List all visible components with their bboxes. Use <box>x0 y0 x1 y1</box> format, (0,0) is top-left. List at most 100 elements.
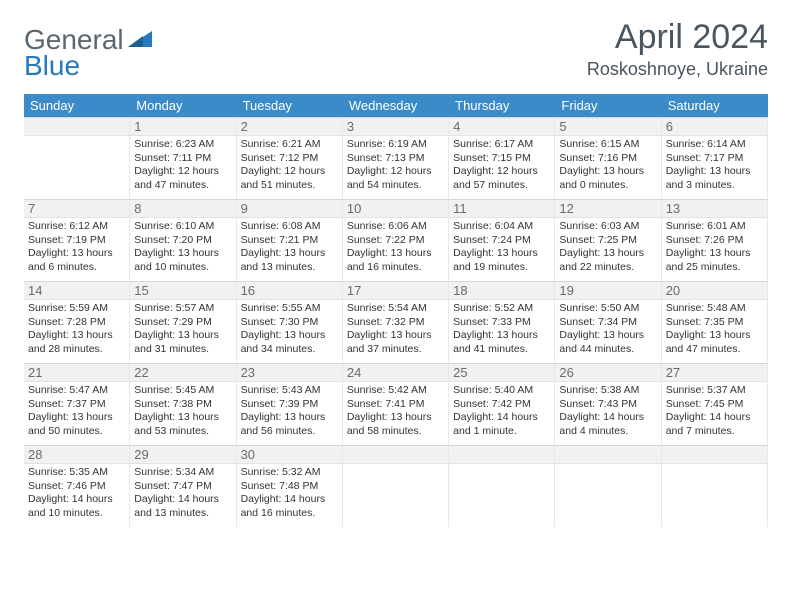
daylight-text-2: and 22 minutes. <box>559 261 656 275</box>
sunrise-text: Sunrise: 6:06 AM <box>347 220 444 234</box>
sunset-text: Sunset: 7:41 PM <box>347 398 444 412</box>
day-number: 30 <box>237 446 342 464</box>
sunset-text: Sunset: 7:21 PM <box>241 234 338 248</box>
day-number: 9 <box>237 200 342 218</box>
calendar-cell: 22Sunrise: 5:45 AMSunset: 7:38 PMDayligh… <box>130 363 236 445</box>
calendar-cell: 16Sunrise: 5:55 AMSunset: 7:30 PMDayligh… <box>237 281 343 363</box>
day-number: 22 <box>130 364 235 382</box>
daylight-text-2: and 25 minutes. <box>666 261 763 275</box>
day-number: 21 <box>24 364 129 382</box>
daylight-text-2: and 53 minutes. <box>134 425 231 439</box>
calendar-cell: 17Sunrise: 5:54 AMSunset: 7:32 PMDayligh… <box>343 281 449 363</box>
day-number: 19 <box>555 282 660 300</box>
daylight-text-2: and 57 minutes. <box>453 179 550 193</box>
daylight-text-1: Daylight: 13 hours <box>453 329 550 343</box>
sunrise-text: Sunrise: 6:10 AM <box>134 220 231 234</box>
sunset-text: Sunset: 7:43 PM <box>559 398 656 412</box>
calendar-cell: 27Sunrise: 5:37 AMSunset: 7:45 PMDayligh… <box>662 363 768 445</box>
sunset-text: Sunset: 7:34 PM <box>559 316 656 330</box>
daylight-text-1: Daylight: 13 hours <box>28 247 125 261</box>
daylight-text-2: and 28 minutes. <box>28 343 125 357</box>
calendar-cell-empty <box>343 445 449 527</box>
day-number: 17 <box>343 282 448 300</box>
daylight-text-2: and 16 minutes. <box>347 261 444 275</box>
calendar-cell: 1Sunrise: 6:23 AMSunset: 7:11 PMDaylight… <box>130 117 236 199</box>
day-number: 5 <box>555 118 660 136</box>
daylight-text-1: Daylight: 13 hours <box>666 165 763 179</box>
title-location: Roskoshnoye, Ukraine <box>587 59 768 80</box>
sunrise-text: Sunrise: 6:08 AM <box>241 220 338 234</box>
daylight-text-1: Daylight: 13 hours <box>453 247 550 261</box>
sunset-text: Sunset: 7:15 PM <box>453 152 550 166</box>
daylight-text-1: Daylight: 13 hours <box>134 329 231 343</box>
daylight-text-1: Daylight: 14 hours <box>28 493 125 507</box>
day-header: Wednesday <box>343 94 449 117</box>
sunset-text: Sunset: 7:16 PM <box>559 152 656 166</box>
daylight-text-1: Daylight: 14 hours <box>134 493 231 507</box>
day-number: 18 <box>449 282 554 300</box>
sunset-text: Sunset: 7:45 PM <box>666 398 763 412</box>
sunrise-text: Sunrise: 6:03 AM <box>559 220 656 234</box>
sunset-text: Sunset: 7:48 PM <box>241 480 338 494</box>
calendar-cell: 12Sunrise: 6:03 AMSunset: 7:25 PMDayligh… <box>555 199 661 281</box>
daylight-text-1: Daylight: 14 hours <box>559 411 656 425</box>
calendar-cell: 11Sunrise: 6:04 AMSunset: 7:24 PMDayligh… <box>449 199 555 281</box>
daylight-text-1: Daylight: 13 hours <box>28 411 125 425</box>
daylight-text-1: Daylight: 13 hours <box>347 411 444 425</box>
sunrise-text: Sunrise: 5:38 AM <box>559 384 656 398</box>
calendar-cell: 29 Sunrise: 5:34 AMSunset: 7:47 PMDayligh… <box>130 445 236 527</box>
sunset-text: Sunset: 7:35 PM <box>666 316 763 330</box>
daylight-text-2: and 6 minutes. <box>28 261 125 275</box>
daylight-text-1: Daylight: 13 hours <box>559 329 656 343</box>
logo-triangle-icon <box>128 24 154 56</box>
day-header: Tuesday <box>237 94 343 117</box>
daylight-text-2: and 10 minutes. <box>134 261 231 275</box>
daylight-text-2: and 31 minutes. <box>134 343 231 357</box>
sunset-text: Sunset: 7:47 PM <box>134 480 231 494</box>
sunset-text: Sunset: 7:12 PM <box>241 152 338 166</box>
daylight-text-1: Daylight: 13 hours <box>666 329 763 343</box>
sunset-text: Sunset: 7:13 PM <box>347 152 444 166</box>
sunset-text: Sunset: 7:37 PM <box>28 398 125 412</box>
daylight-text-1: Daylight: 14 hours <box>666 411 763 425</box>
day-number: 10 <box>343 200 448 218</box>
day-number: 7 <box>24 200 129 218</box>
day-number: 11 <box>449 200 554 218</box>
sunset-text: Sunset: 7:46 PM <box>28 480 125 494</box>
calendar-cell: 7Sunrise: 6:12 AMSunset: 7:19 PMDaylight… <box>24 199 130 281</box>
calendar-cell: 5Sunrise: 6:15 AMSunset: 7:16 PMDaylight… <box>555 117 661 199</box>
sunrise-text: Sunrise: 5:55 AM <box>241 302 338 316</box>
daylight-text-2: and 13 minutes. <box>241 261 338 275</box>
daylight-text-1: Daylight: 13 hours <box>559 165 656 179</box>
sunset-text: Sunset: 7:42 PM <box>453 398 550 412</box>
day-number: 20 <box>662 282 767 300</box>
daylight-text-2: and 10 minutes. <box>28 507 125 521</box>
day-number: 1 <box>130 118 235 136</box>
day-number: 29 <box>130 446 235 464</box>
sunrise-text: Sunrise: 5:34 AM <box>134 466 231 480</box>
daylight-text-1: Daylight: 13 hours <box>241 247 338 261</box>
sunrise-text: Sunrise: 6:04 AM <box>453 220 550 234</box>
sunrise-text: Sunrise: 6:19 AM <box>347 138 444 152</box>
calendar-cell: 15Sunrise: 5:57 AMSunset: 7:29 PMDayligh… <box>130 281 236 363</box>
sunrise-text: Sunrise: 5:42 AM <box>347 384 444 398</box>
sunset-text: Sunset: 7:28 PM <box>28 316 125 330</box>
sunrise-text: Sunrise: 5:40 AM <box>453 384 550 398</box>
sunset-text: Sunset: 7:26 PM <box>666 234 763 248</box>
daylight-text-2: and 50 minutes. <box>28 425 125 439</box>
sunset-text: Sunset: 7:11 PM <box>134 152 231 166</box>
daylight-text-2: and 56 minutes. <box>241 425 338 439</box>
calendar-cell: 30Sunrise: 5:32 AMSunset: 7:48 PMDayligh… <box>237 445 343 527</box>
title-month: April 2024 <box>587 18 768 57</box>
daylight-text-1: Daylight: 13 hours <box>134 247 231 261</box>
sunset-text: Sunset: 7:25 PM <box>559 234 656 248</box>
day-number: 25 <box>449 364 554 382</box>
daylight-text-2: and 41 minutes. <box>453 343 550 357</box>
calendar-cell: 8Sunrise: 6:10 AMSunset: 7:20 PMDaylight… <box>130 199 236 281</box>
day-number: 6 <box>662 118 767 136</box>
sunrise-text: Sunrise: 5:47 AM <box>28 384 125 398</box>
sunset-text: Sunset: 7:17 PM <box>666 152 763 166</box>
sunset-text: Sunset: 7:22 PM <box>347 234 444 248</box>
sunrise-text: Sunrise: 5:32 AM <box>241 466 338 480</box>
day-number: 27 <box>662 364 767 382</box>
